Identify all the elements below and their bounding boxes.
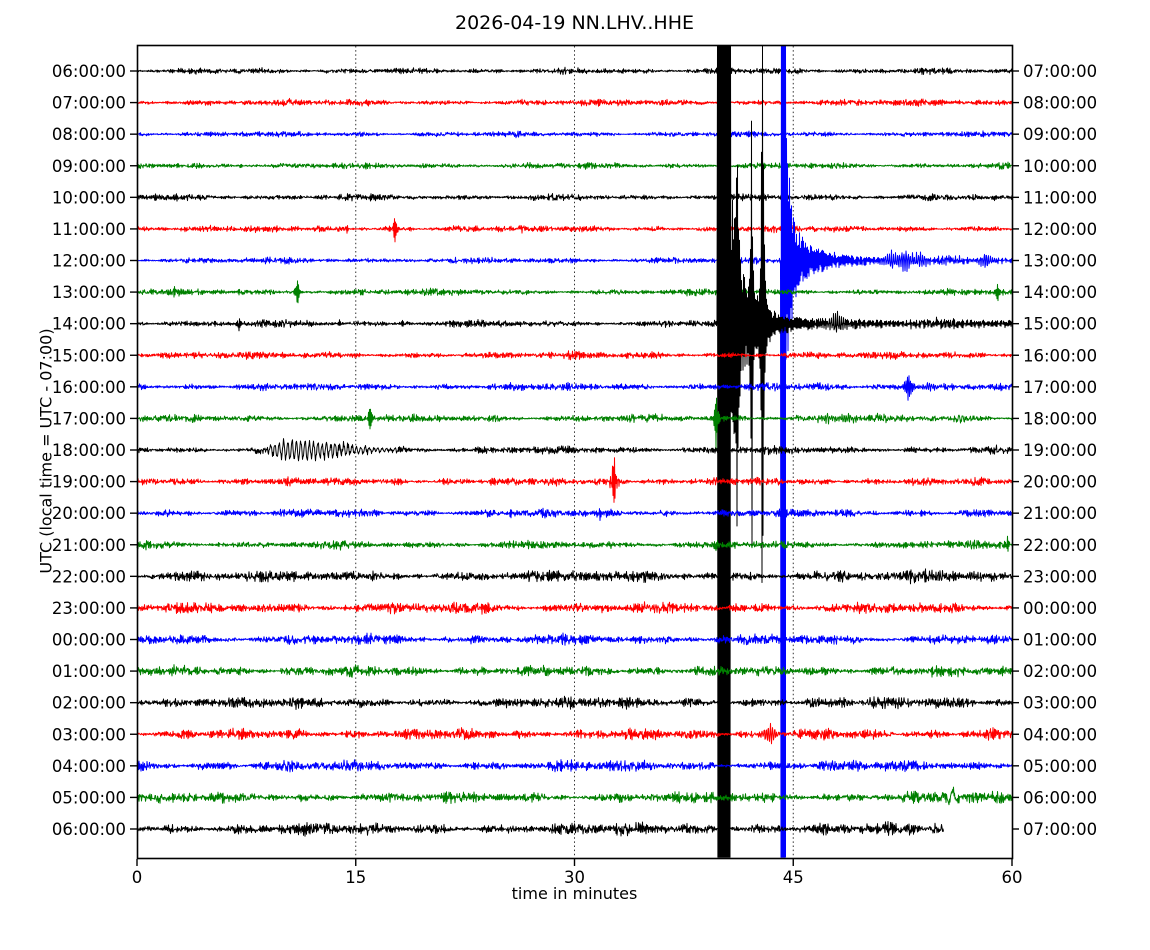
local-time-label: 06:00:00 bbox=[1023, 788, 1097, 807]
utc-time-label: 22:00:00 bbox=[52, 567, 126, 586]
local-time-label: 17:00:00 bbox=[1023, 378, 1097, 397]
utc-time-label: 20:00:00 bbox=[52, 504, 126, 523]
trace-row-230000-utc bbox=[136, 601, 1013, 615]
local-time-label: 03:00:00 bbox=[1023, 694, 1097, 713]
x-tick-label: 45 bbox=[783, 868, 804, 887]
utc-time-label: 08:00:00 bbox=[52, 125, 126, 144]
trace-row-060000-utc bbox=[136, 821, 944, 837]
local-time-label: 14:00:00 bbox=[1023, 283, 1097, 302]
local-time-label: 18:00:00 bbox=[1023, 409, 1097, 428]
utc-time-label: 23:00:00 bbox=[52, 599, 126, 618]
trace-row-210000-utc bbox=[136, 535, 1013, 552]
local-time-label: 15:00:00 bbox=[1023, 315, 1097, 334]
local-time-label: 20:00:00 bbox=[1023, 473, 1097, 492]
trace-row-040000-utc bbox=[136, 759, 1013, 773]
utc-time-label: 17:00:00 bbox=[52, 409, 126, 428]
trace-row-050000-utc bbox=[136, 786, 1013, 806]
local-time-label: 01:00:00 bbox=[1023, 631, 1097, 650]
x-tick-label: 0 bbox=[132, 868, 143, 887]
utc-time-label: 18:00:00 bbox=[52, 441, 126, 460]
trace-row-170000-utc bbox=[136, 397, 1013, 450]
local-time-label: 07:00:00 bbox=[1023, 820, 1097, 839]
trace-row-070000-utc bbox=[136, 97, 1013, 107]
utc-time-label: 16:00:00 bbox=[52, 378, 126, 397]
utc-time-label: 05:00:00 bbox=[52, 788, 126, 807]
trace-row-150000-utc bbox=[136, 350, 1012, 361]
trace-row-220000-utc bbox=[136, 568, 1013, 585]
utc-time-label: 06:00:00 bbox=[52, 820, 126, 839]
local-time-label: 09:00:00 bbox=[1023, 125, 1097, 144]
trace-row-200000-utc bbox=[136, 507, 1013, 521]
trace-row-020000-utc bbox=[136, 695, 1013, 710]
local-time-label: 07:00:00 bbox=[1023, 62, 1097, 81]
trace-row-030000-utc bbox=[136, 722, 1013, 745]
utc-time-label: 09:00:00 bbox=[52, 157, 126, 176]
trace-row-120000-utc bbox=[136, 45, 1013, 858]
trace-row-130000-utc bbox=[136, 280, 1013, 304]
local-time-label: 13:00:00 bbox=[1023, 252, 1097, 271]
local-time-label: 19:00:00 bbox=[1023, 441, 1097, 460]
local-time-label: 11:00:00 bbox=[1023, 188, 1097, 207]
trace-row-060000-utc bbox=[136, 66, 1013, 76]
trace-row-100000-utc bbox=[136, 193, 1013, 202]
x-axis-label: time in minutes bbox=[511, 884, 638, 903]
trace-row-090000-utc bbox=[136, 161, 1013, 170]
local-time-label: 23:00:00 bbox=[1023, 567, 1097, 586]
trace-row-140000-utc bbox=[136, 45, 1013, 858]
local-time-label: 21:00:00 bbox=[1023, 504, 1097, 523]
trace-row-110000-utc bbox=[136, 218, 1013, 243]
utc-time-label: 04:00:00 bbox=[52, 757, 126, 776]
local-time-label: 12:00:00 bbox=[1023, 220, 1097, 239]
utc-time-label: 02:00:00 bbox=[52, 694, 126, 713]
local-time-label: 16:00:00 bbox=[1023, 346, 1097, 365]
utc-time-label: 00:00:00 bbox=[52, 631, 126, 650]
utc-time-label: 01:00:00 bbox=[52, 662, 126, 681]
local-time-label: 10:00:00 bbox=[1023, 157, 1097, 176]
utc-time-label: 10:00:00 bbox=[52, 188, 126, 207]
trace-row-190000-utc bbox=[136, 457, 1013, 503]
utc-time-label: 12:00:00 bbox=[52, 252, 126, 271]
local-time-label: 05:00:00 bbox=[1023, 757, 1097, 776]
plot-title: 2026-04-19 NN.LHV..HHE bbox=[454, 12, 694, 34]
utc-time-label: 06:00:00 bbox=[52, 62, 126, 81]
plot-frame bbox=[136, 44, 1014, 860]
x-tick-label: 60 bbox=[1002, 868, 1023, 887]
utc-time-label: 13:00:00 bbox=[52, 283, 126, 302]
trace-row-180000-utc bbox=[136, 438, 1013, 462]
local-time-label: 04:00:00 bbox=[1023, 725, 1097, 744]
utc-time-label: 19:00:00 bbox=[52, 473, 126, 492]
local-time-label: 08:00:00 bbox=[1023, 94, 1097, 113]
utc-time-label: 14:00:00 bbox=[52, 315, 126, 334]
x-tick-label: 15 bbox=[345, 868, 366, 887]
trace-row-080000-utc bbox=[136, 130, 1013, 139]
local-time-label: 22:00:00 bbox=[1023, 536, 1097, 555]
x-tick-label: 30 bbox=[564, 868, 585, 887]
local-time-label: 02:00:00 bbox=[1023, 662, 1097, 681]
utc-time-label: 03:00:00 bbox=[52, 725, 126, 744]
utc-time-label: 11:00:00 bbox=[52, 220, 126, 239]
utc-time-label: 15:00:00 bbox=[52, 346, 126, 365]
trace-row-000000-utc bbox=[136, 632, 1013, 646]
trace-row-010000-utc bbox=[136, 664, 1013, 678]
utc-time-label: 07:00:00 bbox=[52, 94, 126, 113]
trace-row-160000-utc bbox=[136, 375, 1013, 401]
utc-time-label: 21:00:00 bbox=[52, 536, 126, 555]
local-time-label: 00:00:00 bbox=[1023, 599, 1097, 618]
